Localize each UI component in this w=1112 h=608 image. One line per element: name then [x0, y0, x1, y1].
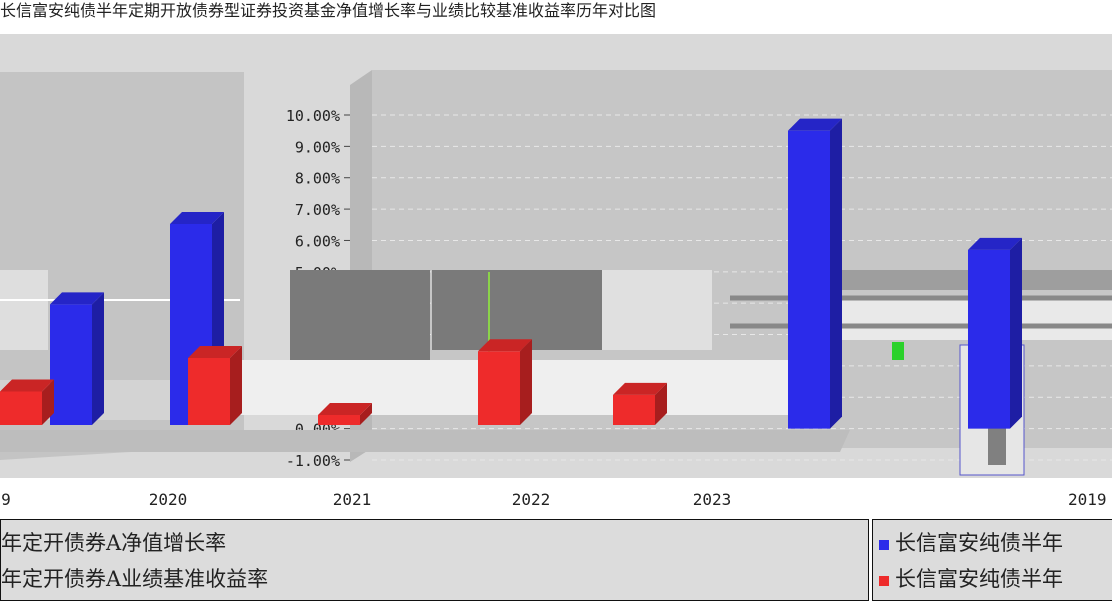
glitch-marker	[892, 342, 904, 360]
right-bars	[788, 118, 1022, 429]
legend-item: 年定开债券A业绩基准收益率	[1, 564, 268, 594]
y-tick-label: 6.00%	[295, 232, 340, 250]
bar-a-benchmark-2020	[188, 346, 242, 425]
y-tick-label: -1.00%	[286, 452, 340, 470]
legend-item: 长信富安纯债半年	[873, 528, 1063, 558]
legend-left: 年定开债券A净值增长率 年定开债券A业绩基准收益率	[0, 519, 869, 601]
x-tick-label: 2022	[512, 490, 551, 509]
bar-c-benchmark-2019	[968, 237, 1022, 429]
legend-item: 年定开债券A净值增长率	[1, 528, 226, 558]
y-tick-label: 8.00%	[295, 170, 340, 188]
legend-label: 年定开债券A业绩基准收益率	[1, 567, 269, 591]
legend-label: 年定开债券A净值增长率	[1, 531, 227, 555]
y-tick-label: 10.00%	[286, 107, 340, 125]
x-tick-label: 2021	[333, 490, 372, 509]
left-bars	[0, 212, 667, 425]
chart-title: 长信富安纯债半年定期开放债券型证券投资基金净值增长率与业绩比较基准收益率历年对比…	[0, 1, 657, 20]
x-axis-labels: 9 2020 2021 2022 2023 2019	[0, 478, 1112, 516]
glitch-panel	[432, 270, 602, 350]
bar-a-benchmark-2022	[478, 339, 532, 425]
glitch-panel	[602, 270, 712, 350]
legend-swatch-blue	[879, 539, 889, 550]
bar-a-benchmark-2019	[0, 379, 54, 425]
bar-a-benchmark-2023	[613, 382, 667, 425]
legend-right: 长信富安纯债半年 长信富安纯债半年	[872, 519, 1112, 601]
legend-label: 长信富安纯债半年	[895, 531, 1063, 555]
y-tick-label: 9.00%	[295, 138, 340, 156]
x-tick-label: 9	[1, 490, 11, 509]
y-tick-label: 7.00%	[295, 201, 340, 219]
legend-swatch-red	[879, 575, 889, 586]
bar-c-nav-2019	[788, 118, 842, 429]
legend-item: 长信富安纯债半年	[873, 564, 1063, 594]
glitch-panel	[290, 270, 430, 360]
right-plot-back-wall	[372, 70, 1112, 448]
glitch-panel	[0, 270, 48, 350]
x-tick-label: 2019	[1068, 490, 1107, 509]
left-plot-floor	[0, 430, 850, 452]
legend-label: 长信富安纯债半年	[895, 567, 1063, 591]
bar-a-benchmark-2021	[318, 402, 372, 425]
x-tick-label: 2020	[149, 490, 188, 509]
bar-a-nav-2019	[50, 292, 104, 425]
x-tick-label: 2023	[693, 490, 732, 509]
